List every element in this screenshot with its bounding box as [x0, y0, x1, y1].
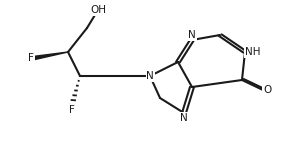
- Text: N: N: [188, 30, 196, 40]
- Text: NH: NH: [245, 47, 260, 57]
- Polygon shape: [33, 52, 68, 59]
- Text: N: N: [146, 71, 154, 81]
- Text: N: N: [180, 113, 188, 123]
- Text: F: F: [69, 105, 75, 115]
- Text: F: F: [28, 53, 34, 63]
- Text: OH: OH: [90, 5, 106, 15]
- Text: O: O: [263, 85, 271, 95]
